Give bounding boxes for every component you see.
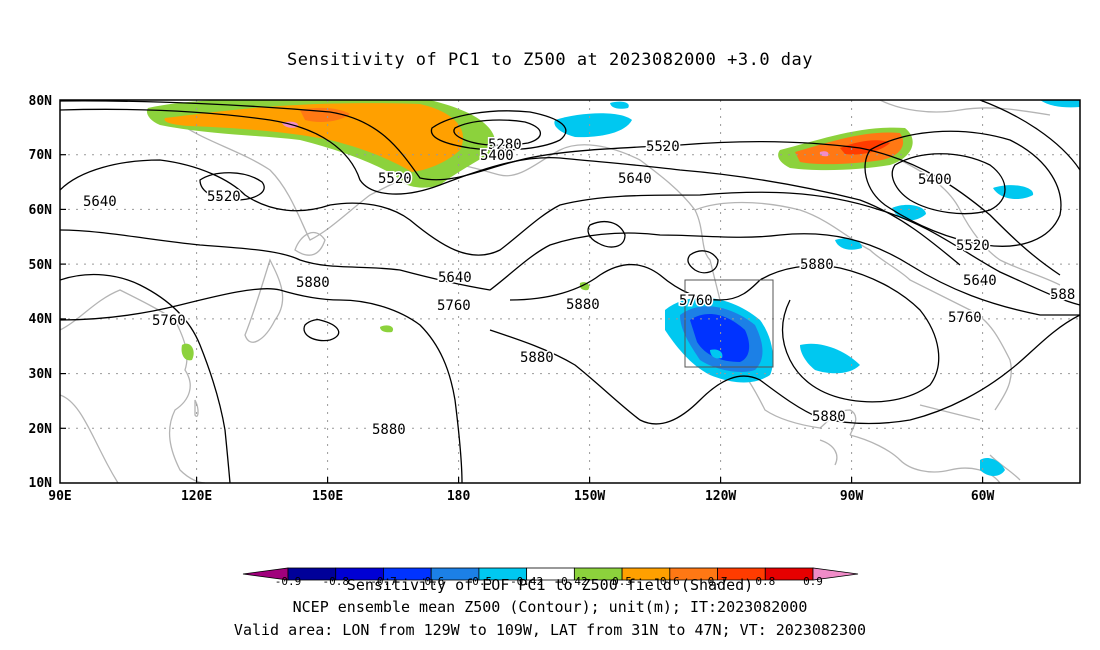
colorbar-tick-label: -0.42 — [510, 575, 543, 588]
sensitivity-shading — [146, 100, 1080, 476]
contour-label: 5640 — [438, 270, 472, 286]
colorbar-tick-label: -0.8 — [322, 575, 349, 588]
contour-label: 5400 — [480, 148, 514, 164]
colorbar-tick-label: 0.5 — [612, 575, 632, 588]
colorbar-tick-label: 0.8 — [755, 575, 775, 588]
colorbar-swatch — [812, 567, 859, 581]
map-frame — [59, 99, 1081, 484]
colorbar-tick-label: 0.9 — [803, 575, 823, 588]
contour-label: 588 — [1050, 287, 1075, 303]
contour-label: 5880 — [812, 409, 846, 425]
contour-label: 5520 — [956, 238, 990, 254]
contour-labels: 5280 5400 5520 5520 5640 5520 5640 5400 … — [82, 136, 1077, 440]
contour-label: 5880 — [520, 350, 554, 366]
lon-label: 150W — [574, 489, 605, 504]
footer-line-3: Valid area: LON from 129W to 109W, LAT f… — [233, 621, 867, 639]
colorbar-tick-label: 0.7 — [708, 575, 728, 588]
graticule — [60, 100, 1080, 483]
footer-line-2: NCEP ensemble mean Z500 (Contour); unit(… — [292, 598, 808, 616]
contour-label: 5880 — [372, 422, 406, 438]
colorbar-tick-label: -0.6 — [418, 575, 445, 588]
legend-title: Sensitivity of EOF PC1 to Z500 field (Sh… — [346, 576, 754, 594]
lat-label: 50N — [29, 258, 53, 273]
contour-label: 5880 — [566, 297, 600, 313]
colorbar: -0.9 -0.8 -0.7 -0.6 -0.5 -0.42 0.42 0.5 0.6 0.7 0.… — [242, 567, 859, 588]
contour-label: 5520 — [646, 139, 680, 155]
map-panel: 5280 5400 5520 5520 5640 5520 5640 5400 … — [29, 94, 1081, 504]
lat-label: 30N — [29, 367, 53, 382]
valid-area-box — [684, 279, 774, 368]
contour-label: 5760 — [437, 298, 471, 314]
lon-label: 120W — [705, 489, 736, 504]
colorbar-tick-label: 0.6 — [660, 575, 680, 588]
z500-contours — [60, 100, 1080, 483]
lat-label: 20N — [29, 422, 53, 437]
lat-label: 40N — [29, 312, 53, 327]
lon-label: 120E — [181, 489, 212, 504]
contour-label: 5640 — [618, 171, 652, 187]
lat-label: 10N — [29, 476, 53, 491]
latitude-labels: 80N 70N 60N 50N 40N 30N 20N 10N — [29, 94, 53, 491]
lon-label: 90W — [840, 489, 864, 504]
contour-label: 5760 — [152, 313, 186, 329]
contour-label: 5880 — [800, 257, 834, 273]
lon-label: 180 — [447, 489, 471, 504]
colorbar-tick-label: 0.42 — [561, 575, 588, 588]
chart-title: Sensitivity of PC1 to Z500 at 2023082000… — [286, 50, 813, 70]
lon-label: 60W — [971, 489, 995, 504]
coastlines — [60, 100, 1061, 483]
contour-label: 5880 — [296, 275, 330, 291]
lon-label: 90E — [48, 489, 71, 504]
lat-label: 70N — [29, 148, 53, 163]
contour-label: 5400 — [918, 172, 952, 188]
colorbar-tick-label: -0.7 — [370, 575, 397, 588]
lat-label: 60N — [29, 203, 53, 218]
contour-label: 5760 — [948, 310, 982, 326]
contour-label: 5640 — [83, 194, 117, 210]
lat-label: 80N — [29, 94, 53, 109]
lon-label: 150E — [312, 489, 343, 504]
contour-label: 5280 — [488, 137, 522, 153]
longitude-labels: 90E 120E 150E 180 150W 120W 90W 60W — [48, 489, 994, 504]
colorbar-tick-label: -0.5 — [466, 575, 493, 588]
contour-label: 5640 — [963, 273, 997, 289]
contour-label: 5520 — [207, 189, 241, 205]
contour-label: 5520 — [378, 171, 412, 187]
contour-label: 5760 — [679, 293, 713, 309]
colorbar-tick-label: -0.9 — [275, 575, 302, 588]
